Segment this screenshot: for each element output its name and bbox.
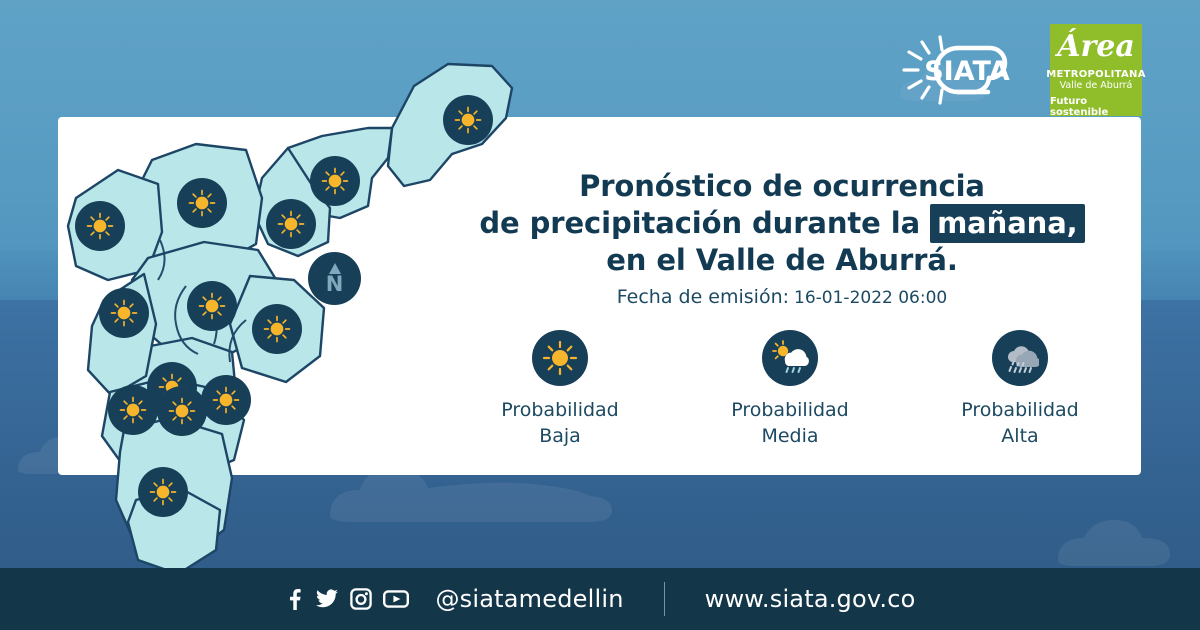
facebook-icon [290,589,302,610]
legend-icon-alta [992,330,1048,386]
sun-icon [542,340,578,376]
map-marker-baja [177,178,227,228]
map-marker-baja [443,95,493,145]
footer-divider [663,582,665,616]
sun-icon [277,210,305,238]
footer-bar: @siatamedellin www.siata.gov.co [0,568,1200,630]
sun-icon [212,386,240,414]
map-marker-baja [157,386,207,436]
north-arrow-icon [328,262,341,274]
sun-icon [263,315,291,343]
sun-icon [110,299,138,327]
logo-bar: SIATA Área METROPOLITANA Valle de Aburrá… [898,22,1145,118]
area-metropolitana-logo: Área METROPOLITANA Valle de Aburrá Futur… [1046,24,1145,118]
sun-cloud-icon: SIATA [902,35,1010,105]
legend-label-alta: Probabilidad Alta [961,398,1079,449]
am-line3: Futuro sostenible [1050,95,1109,118]
legend-baja-line1: Probabilidad [501,399,619,421]
compass-rose: N [308,252,361,305]
map-marker-baja [138,467,188,517]
headline-line-3: en el Valle de Aburrá. [606,243,958,278]
sun-icon [321,167,349,195]
youtube-icon [383,590,410,608]
legend-label-media: Probabilidad Media [731,398,849,449]
legend-media-line1: Probabilidad [731,399,849,421]
instagram-link[interactable] [350,588,373,610]
page-title: Pronóstico de ocurrencia de precipitació… [452,168,1112,279]
map-marker-baja [310,156,360,206]
legend-baja-line2: Baja [539,424,581,447]
legend-label-baja: Probabilidad Baja [501,398,619,449]
sun-cloud-rain-icon [772,340,809,373]
probability-legend: Probabilidad Baja [470,330,1110,449]
sun-icon [198,292,226,320]
legend-item-baja: Probabilidad Baja [470,330,650,449]
sun-icon [454,106,482,134]
cloud-rain-icon [1007,346,1039,373]
map-marker-baja [75,201,125,251]
instagram-icon [350,588,373,610]
emission-label: Fecha de emisión: [616,286,790,308]
siata-wordmark: SIATA [924,56,1010,87]
legend-item-alta: Probabilidad Alta [930,330,1110,449]
map-marker-baja [187,281,237,331]
am-line1: METROPOLITANA [1046,69,1146,80]
sun-icon [149,478,177,506]
map-marker-baja [99,288,149,338]
emission-date: Fecha de emisión: 16-01-2022 06:00 [452,286,1112,308]
map-marker-baja [108,385,158,435]
legend-icon-media [762,330,818,386]
youtube-link[interactable] [383,589,410,609]
am-line2: Valle de Aburrá [1059,79,1133,91]
twitter-icon [316,589,339,608]
legend-icon-baja [532,330,588,386]
headline-highlight: mañana, [930,204,1085,244]
map-marker-baja [266,199,316,249]
map-marker-baja [252,304,302,354]
sun-icon [86,212,114,240]
map-marker-baja [201,375,251,425]
footer-content: @siatamedellin www.siata.gov.co [284,582,915,616]
social-handle[interactable]: @siatamedellin [435,585,624,613]
am-script-text: Área [1057,29,1135,64]
website-url[interactable]: www.siata.gov.co [704,585,916,613]
sun-icon [188,189,216,217]
twitter-link[interactable] [315,588,339,610]
sun-icon [119,396,147,424]
headline-line-2: de precipitación durante la mañana, [452,204,1112,244]
compass-north-label: N [325,271,344,296]
headline-line-1: Pronóstico de ocurrencia [579,169,985,203]
siata-logo: SIATA [898,32,1036,108]
social-links [284,588,410,610]
headline-line-2-text: de precipitación durante la [479,206,921,241]
facebook-link[interactable] [284,588,304,610]
legend-media-line2: Media [761,424,819,447]
legend-alta-line2: Alta [1001,424,1039,447]
legend-alta-line1: Probabilidad [961,399,1079,421]
legend-item-media: Probabilidad Media [700,330,880,449]
sun-icon [168,397,196,425]
emission-value: 16-01-2022 06:00 [794,288,948,308]
